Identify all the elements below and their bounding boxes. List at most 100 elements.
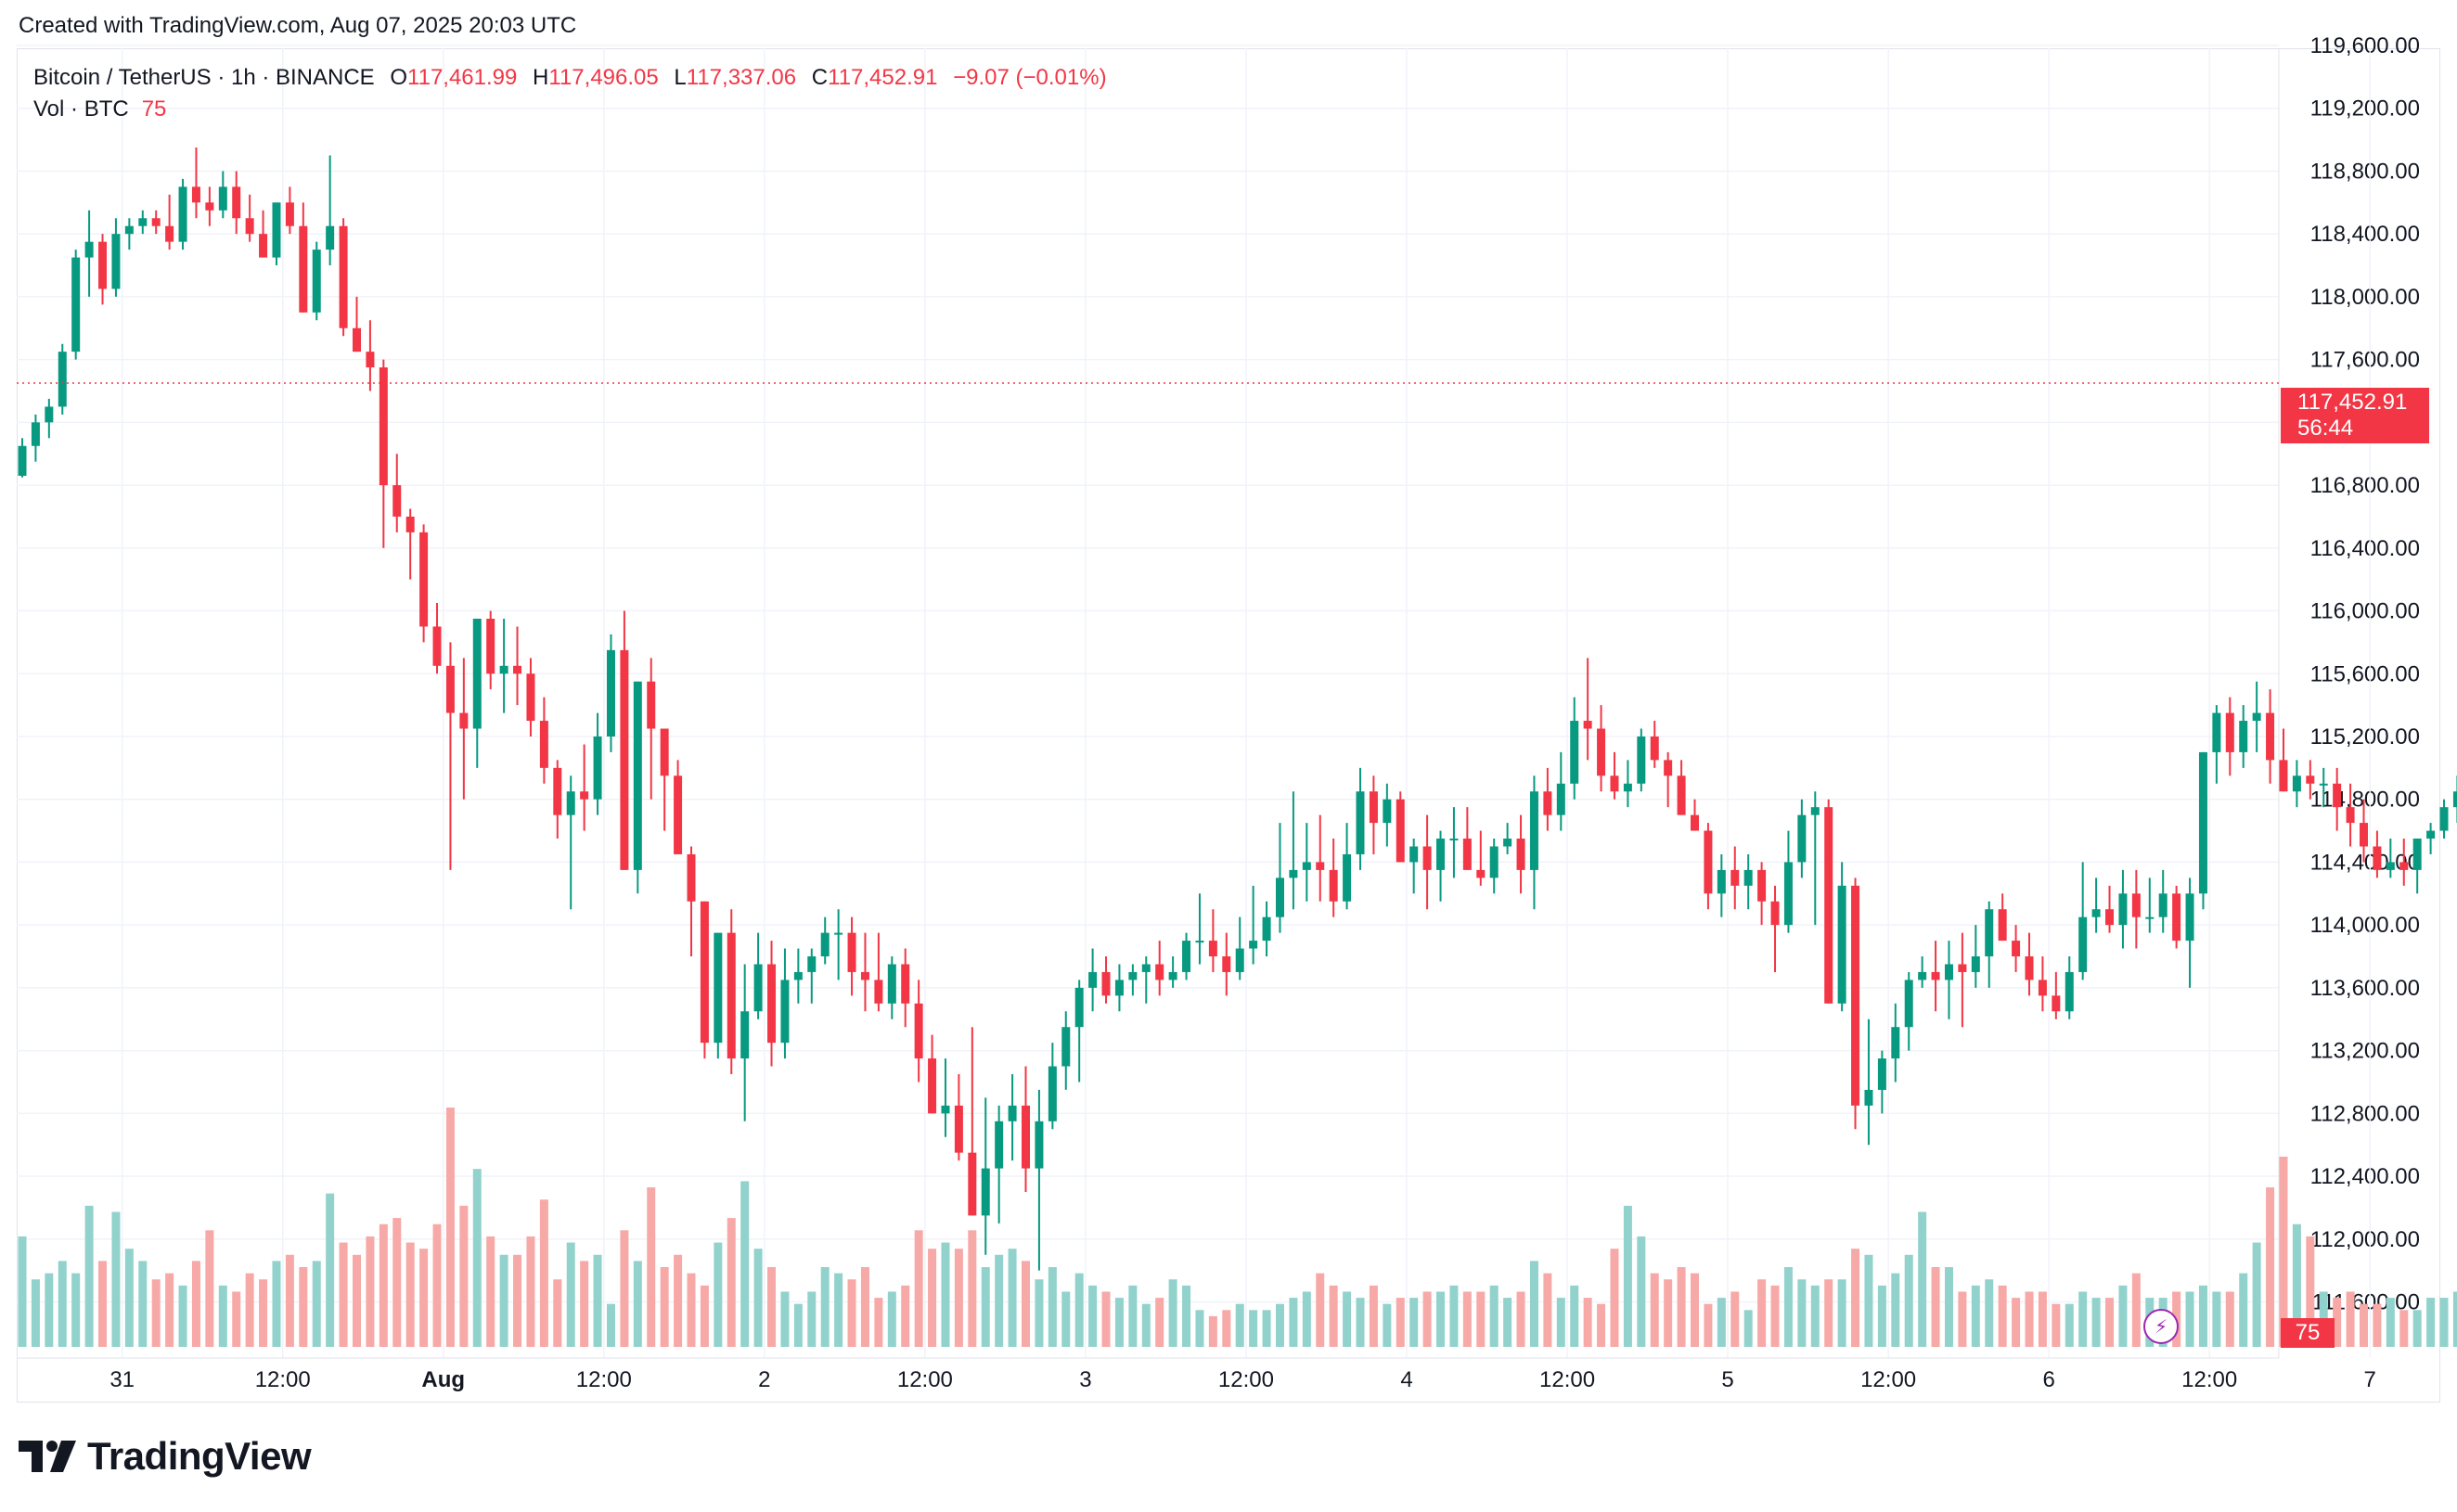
candle-body xyxy=(1704,830,1713,894)
volume-bar xyxy=(165,1273,174,1347)
candle-body xyxy=(486,618,495,674)
volume-bar xyxy=(714,1242,723,1347)
volume-bar xyxy=(1971,1285,1980,1347)
volume-bar xyxy=(151,1279,161,1347)
volume-bar xyxy=(2239,1273,2248,1347)
candle-body xyxy=(366,352,375,368)
symbol-label[interactable]: Bitcoin / TetherUS · 1h · BINANCE xyxy=(33,65,375,90)
candle-body xyxy=(1449,839,1459,841)
candle-body xyxy=(1877,1058,1886,1090)
volume-bar xyxy=(1074,1273,1084,1347)
candle-body xyxy=(2252,712,2261,722)
candle-body xyxy=(1235,948,1244,972)
candle-body xyxy=(674,775,683,854)
volume-bar xyxy=(1730,1291,1740,1347)
candle-body xyxy=(2439,807,2449,831)
volume-bar xyxy=(178,1285,187,1347)
candle-body xyxy=(459,712,469,729)
volume-bar xyxy=(727,1218,736,1347)
y-tick-label: 118,000.00 xyxy=(2310,285,2420,310)
volume-bar xyxy=(660,1267,669,1347)
y-tick-label: 115,200.00 xyxy=(2310,724,2420,750)
candle-body xyxy=(2078,916,2088,972)
y-tick-label: 114,000.00 xyxy=(2310,913,2420,938)
candle-body xyxy=(2198,751,2207,894)
candle-body xyxy=(2279,760,2288,792)
volume-bar xyxy=(1449,1285,1459,1347)
volume-bar xyxy=(580,1261,589,1347)
candle-body xyxy=(165,225,174,242)
volume-bar xyxy=(2439,1298,2449,1347)
candle-body xyxy=(1824,807,1833,1004)
candle-body xyxy=(513,665,522,674)
volume-bar xyxy=(1316,1273,1325,1347)
candle-body xyxy=(2091,909,2101,917)
volume-bar xyxy=(1061,1291,1071,1347)
volume-bar xyxy=(1222,1310,1231,1347)
candle-body xyxy=(2012,941,2021,957)
candle-body xyxy=(660,728,669,776)
volume-bar xyxy=(1262,1310,1271,1347)
candle-body xyxy=(84,241,94,258)
volume-bar xyxy=(379,1224,388,1347)
candle-body xyxy=(647,681,656,729)
volume-bar xyxy=(2252,1242,2261,1347)
close-value: 117,452.91 xyxy=(828,65,938,90)
candle-body xyxy=(1476,869,1486,878)
candle-body xyxy=(326,225,335,250)
candle-body xyxy=(1436,839,1446,870)
candle-body xyxy=(2118,893,2128,926)
y-tick-label: 113,200.00 xyxy=(2310,1039,2420,1064)
candle-body xyxy=(1664,760,1673,776)
y-tick-label: 116,000.00 xyxy=(2310,599,2420,624)
candle-body xyxy=(299,225,308,313)
candle-body xyxy=(553,767,562,815)
volume-bar xyxy=(914,1230,923,1347)
candle-body xyxy=(1422,846,1432,870)
candle-body xyxy=(2172,893,2181,942)
volume-bar xyxy=(1489,1285,1499,1347)
candle-body xyxy=(98,241,108,289)
candle-body xyxy=(1971,956,1980,972)
candle-body xyxy=(1516,839,1525,870)
volume-bar xyxy=(513,1254,522,1347)
lightning-icon[interactable]: ⚡ xyxy=(2143,1309,2179,1344)
volume-bar xyxy=(566,1242,575,1347)
candle-body xyxy=(392,485,402,517)
candle-body xyxy=(2131,893,2141,917)
volume-bar xyxy=(486,1236,495,1347)
tradingview-logo-icon xyxy=(19,1441,76,1472)
candle-body xyxy=(2399,862,2409,870)
candle-body xyxy=(714,932,723,1044)
volume-bar xyxy=(2065,1303,2074,1347)
candle-body xyxy=(1610,775,1619,792)
volume-bar xyxy=(834,1273,843,1347)
candle-body xyxy=(1743,869,1753,886)
candle-body xyxy=(1998,909,2007,942)
volume-bar xyxy=(847,1279,856,1347)
volume-bar xyxy=(1944,1267,1953,1347)
volume-bar xyxy=(2025,1291,2034,1347)
candle-body xyxy=(914,1003,923,1059)
candle-body xyxy=(2333,783,2342,808)
close-label: C xyxy=(811,65,829,90)
candle-body xyxy=(1048,1066,1057,1121)
candle-body xyxy=(727,932,736,1059)
candle-body xyxy=(432,626,442,666)
volume-bar xyxy=(1904,1254,1913,1347)
volume-bar xyxy=(1985,1279,1994,1347)
candle-body xyxy=(981,1168,990,1216)
volume-bar xyxy=(1128,1285,1138,1347)
volume-label[interactable]: Vol · BTC xyxy=(33,96,129,122)
volume-bar xyxy=(98,1261,108,1347)
x-tick-label: 12:00 xyxy=(1218,1367,1274,1392)
x-tick-label: 7 xyxy=(2364,1367,2376,1392)
volume-bar xyxy=(1035,1279,1044,1347)
candle-body xyxy=(445,665,455,713)
candle-body xyxy=(1918,971,1927,980)
volume-bar xyxy=(2279,1156,2288,1347)
change-value: −9.07 (−0.01%) xyxy=(953,65,1107,90)
volume-bar xyxy=(1958,1291,1967,1347)
candle-body xyxy=(860,971,869,980)
